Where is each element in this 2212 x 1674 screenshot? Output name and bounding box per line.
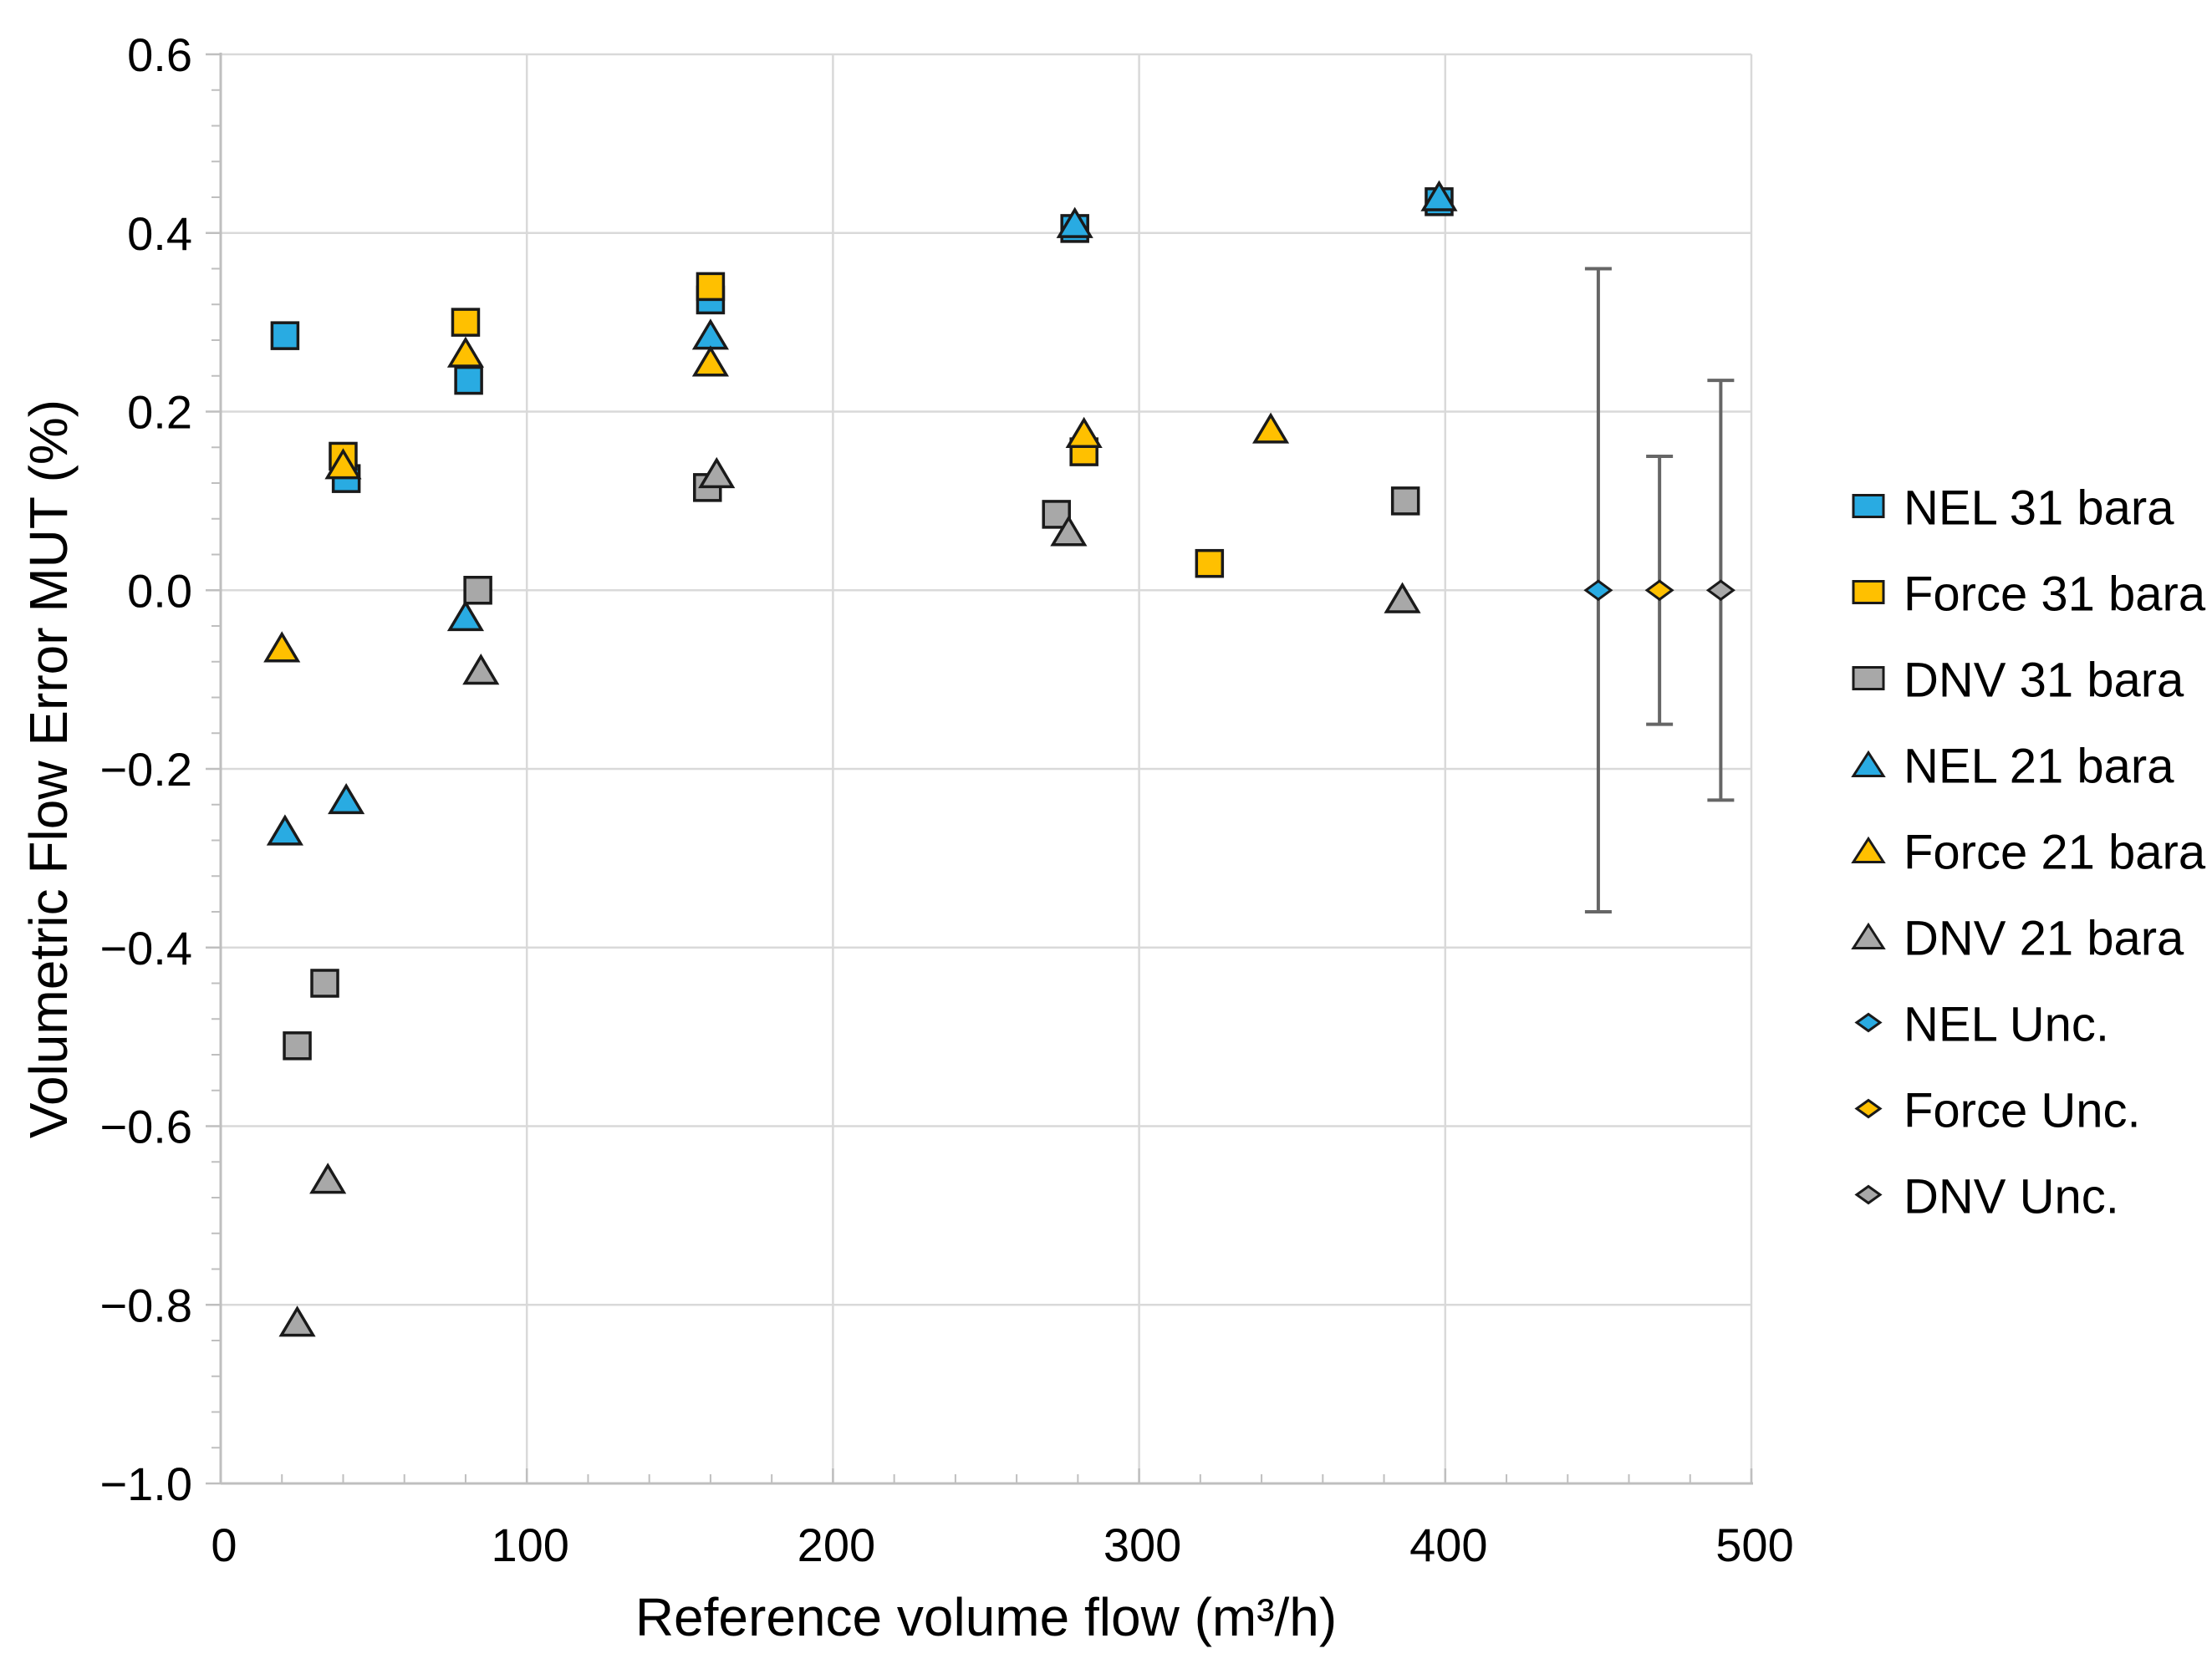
legend-item-force-21-bara: Force 21 bara <box>1850 825 2205 881</box>
x-tick-label: 200 <box>798 1519 875 1571</box>
x-tick-label: 500 <box>1715 1519 1793 1571</box>
data-point <box>266 814 303 846</box>
data-point <box>691 345 729 377</box>
data-point <box>310 969 339 998</box>
legend-square-icon <box>1852 580 1885 604</box>
y-tick-label: −0.6 <box>99 1101 192 1153</box>
x-tick-label: 400 <box>1409 1519 1487 1571</box>
legend-square-icon <box>1852 494 1885 518</box>
data-point <box>1050 515 1088 547</box>
y-axis-title: Volumetric Flow Error MUT (%) <box>18 399 79 1139</box>
data-point <box>324 448 362 480</box>
data-point <box>1195 548 1225 578</box>
data-point <box>463 576 492 605</box>
legend-item-label: DNV 21 bara <box>1904 911 2184 966</box>
x-axis-title: Reference volume flow (m³/h) <box>635 1587 1338 1647</box>
y-tick-label: 0.4 <box>127 207 192 260</box>
data-point <box>1705 579 1735 602</box>
legend-marker-icon <box>1850 1179 1887 1215</box>
legend-item-dnv-21-bara: DNV 21 bara <box>1850 911 2184 967</box>
data-point <box>1583 579 1613 602</box>
data-point <box>1644 579 1674 602</box>
data-point <box>309 1163 347 1194</box>
legend-marker-icon <box>1850 749 1887 785</box>
data-point <box>328 782 365 815</box>
legend-diamond-icon <box>1854 1184 1883 1205</box>
data-point <box>1420 180 1458 211</box>
legend-item-force-31-bara: Force 31 bara <box>1850 567 2205 623</box>
legend-item-label: NEL 31 bara <box>1904 481 2174 536</box>
legend-marker-icon <box>1850 835 1887 871</box>
legend-item-label: DNV 31 bara <box>1904 653 2184 708</box>
legend-item-nel-21-bara: NEL 21 bara <box>1850 739 2174 795</box>
data-point <box>270 321 300 350</box>
legend-item-label: Force 21 bara <box>1904 825 2206 880</box>
legend-diamond-icon <box>1854 1098 1883 1119</box>
legend-square-icon <box>1852 666 1885 690</box>
data-point <box>691 318 729 350</box>
legend-marker-icon <box>1850 1007 1887 1043</box>
legend-item-force-unc: Force Unc. <box>1850 1083 2141 1139</box>
legend-triangle-icon <box>1851 836 1886 863</box>
y-tick-label: 0.0 <box>127 564 192 617</box>
legend-triangle-icon <box>1851 750 1886 777</box>
legend-item-nel-31-bara: NEL 31 bara <box>1850 481 2174 537</box>
data-point <box>1390 486 1420 516</box>
data-point <box>1251 412 1290 444</box>
legend-item-label: Force Unc. <box>1904 1083 2141 1138</box>
y-tick-label: −0.8 <box>99 1279 192 1331</box>
data-point <box>462 654 500 685</box>
legend-item-dnv-unc: DNV Unc. <box>1850 1169 2119 1225</box>
legend: NEL 31 bara Force 31 bara DNV 31 bara NE… <box>1843 0 2211 1674</box>
y-tick-label: 0.2 <box>127 386 192 439</box>
data-point <box>451 308 481 337</box>
data-point <box>454 365 483 395</box>
data-point <box>1384 582 1421 613</box>
x-tick-label: 0 <box>211 1519 237 1571</box>
y-tick-label: −0.2 <box>99 743 192 796</box>
legend-marker-icon <box>1850 577 1887 613</box>
legend-marker-icon <box>1850 1093 1887 1129</box>
x-tick-label: 100 <box>491 1519 568 1571</box>
data-point <box>263 631 301 663</box>
y-tick-label: −0.4 <box>99 922 192 974</box>
legend-item-label: NEL Unc. <box>1904 997 2110 1052</box>
y-tick-label: −1.0 <box>99 1458 192 1510</box>
legend-diamond-icon <box>1854 1012 1883 1033</box>
data-point <box>278 1305 316 1337</box>
data-point <box>698 456 736 489</box>
data-point <box>1042 500 1071 529</box>
data-point <box>1056 206 1093 238</box>
data-point <box>696 272 726 302</box>
x-tick-label: 300 <box>1103 1519 1181 1571</box>
y-tick-label: 0.6 <box>127 28 192 81</box>
legend-item-label: NEL 21 bara <box>1904 739 2174 794</box>
data-point <box>1065 416 1103 448</box>
legend-item-dnv-31-bara: DNV 31 bara <box>1850 653 2184 709</box>
legend-marker-icon <box>1850 921 1887 957</box>
legend-item-nel-unc: NEL Unc. <box>1850 997 2109 1053</box>
legend-item-label: Force 31 bara <box>1904 567 2206 622</box>
legend-marker-icon <box>1850 663 1887 699</box>
legend-item-label: DNV Unc. <box>1904 1169 2119 1224</box>
legend-triangle-icon <box>1851 922 1886 949</box>
data-point <box>446 599 485 632</box>
legend-marker-icon <box>1850 491 1887 527</box>
data-point <box>446 336 485 368</box>
data-point <box>283 1031 312 1061</box>
